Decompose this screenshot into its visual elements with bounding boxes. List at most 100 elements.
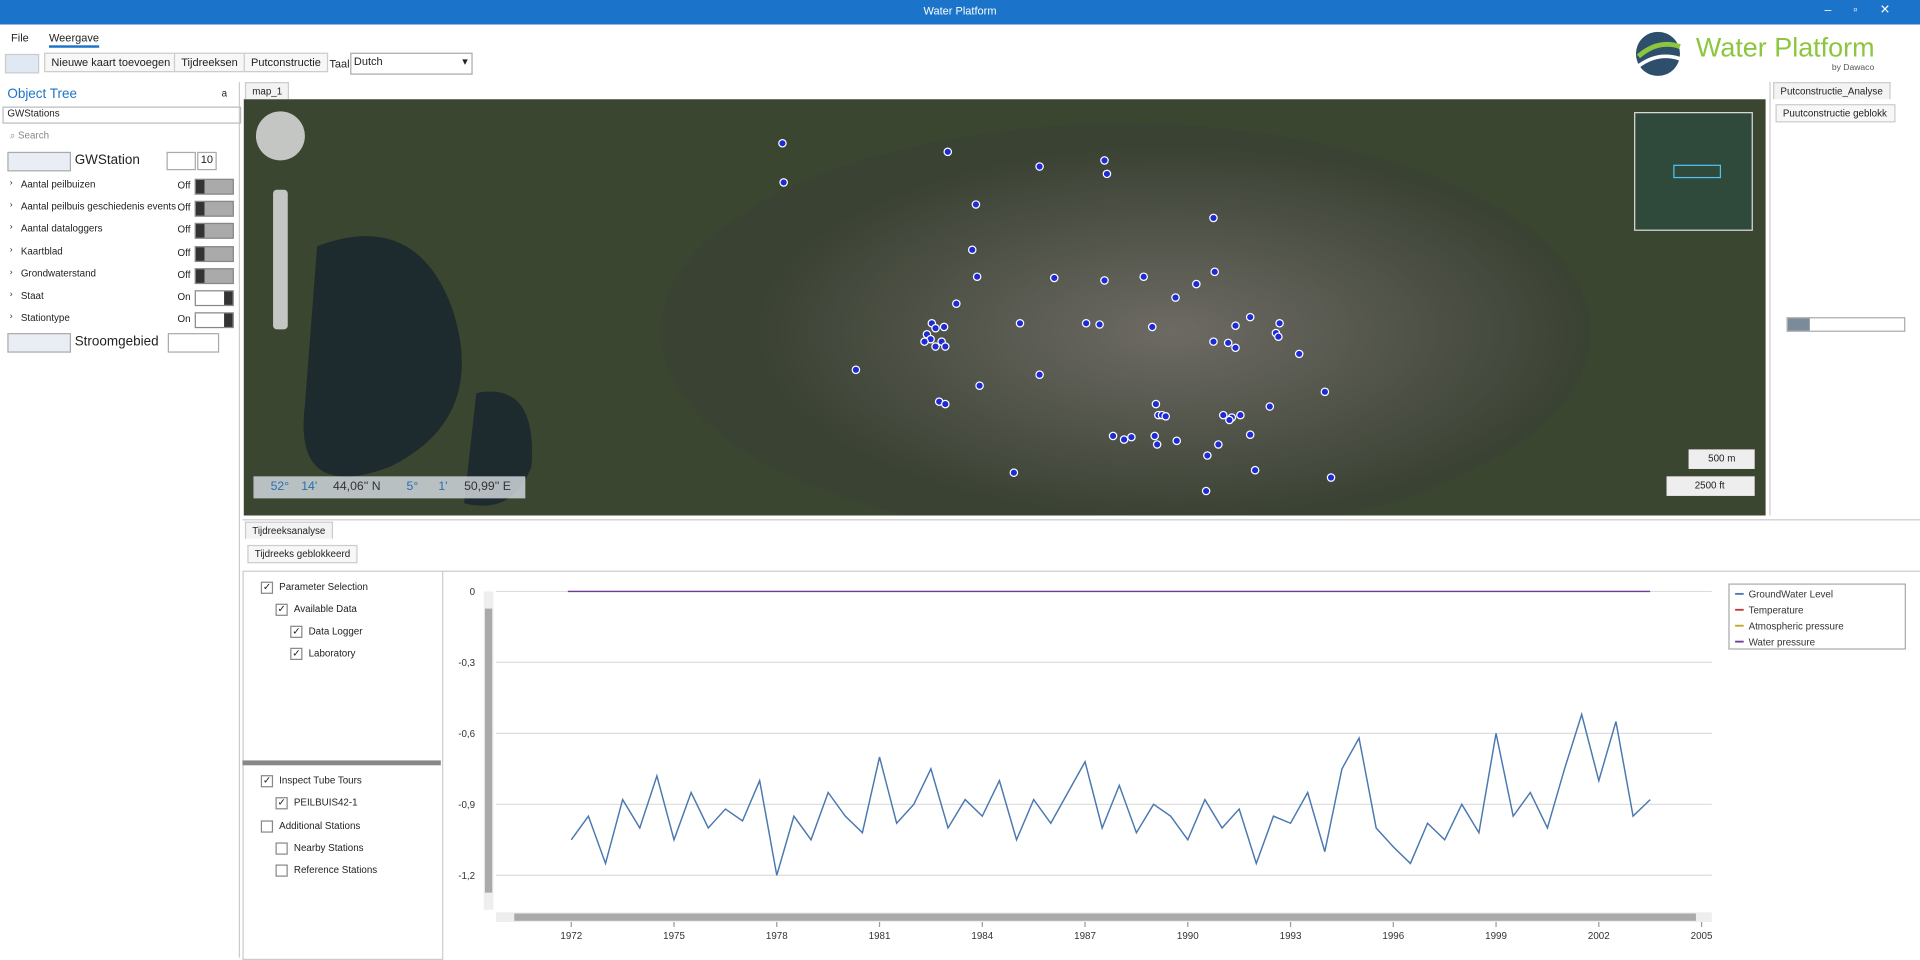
station-marker[interactable] — [1236, 410, 1245, 420]
search-box[interactable]: ⌕ Search — [9, 129, 50, 141]
toolbar-button[interactable]: Tijdreeksen — [173, 52, 246, 73]
tree-checkbox[interactable] — [275, 864, 288, 877]
station-marker[interactable] — [1050, 273, 1059, 283]
tree-checkbox[interactable]: ✓ — [275, 603, 288, 616]
station-marker[interactable] — [1210, 267, 1219, 277]
station-marker[interactable] — [1100, 276, 1109, 285]
station-marker[interactable] — [1015, 318, 1025, 328]
station-marker[interactable] — [1081, 318, 1091, 328]
language-select[interactable]: Dutch ▾ — [350, 52, 473, 75]
station-marker[interactable] — [1161, 412, 1171, 421]
tree-checkbox[interactable]: ✓ — [290, 647, 303, 661]
map-view[interactable] — [243, 99, 1766, 516]
station-marker[interactable] — [1274, 332, 1283, 342]
station-marker[interactable] — [1009, 468, 1019, 477]
zoom-control[interactable] — [273, 189, 288, 330]
splitter[interactable] — [242, 760, 441, 766]
menu-item[interactable]: File — [11, 31, 29, 45]
station-marker[interactable] — [778, 138, 787, 148]
station-marker[interactable] — [939, 322, 949, 332]
tree-checkbox[interactable]: ✓ — [260, 775, 274, 788]
overview-map[interactable] — [1634, 112, 1753, 231]
side-tab[interactable]: Putconstructie_Analyse — [1773, 82, 1891, 100]
pin-button[interactable]: a — [221, 88, 228, 100]
toggle[interactable] — [194, 245, 234, 262]
toolbar-button[interactable]: Nieuwe kaart toevoegen — [44, 52, 178, 73]
expander[interactable]: › — [9, 290, 13, 299]
toolbar-button[interactable]: Putconstructie — [243, 52, 329, 73]
station-marker[interactable] — [943, 147, 953, 157]
station-marker[interactable] — [1326, 473, 1336, 482]
station-marker[interactable] — [1171, 293, 1180, 302]
toggle[interactable] — [194, 223, 234, 240]
station-marker[interactable] — [1119, 435, 1129, 444]
tree-checkbox[interactable]: ✓ — [290, 625, 303, 638]
map-tab[interactable]: map_1 — [244, 82, 290, 100]
analysis-button[interactable]: Tijdreeks geblokkeerd — [247, 544, 358, 564]
station-marker[interactable] — [1201, 486, 1211, 496]
globe-button[interactable] — [4, 53, 40, 74]
color-picker[interactable] — [166, 151, 196, 171]
station-marker[interactable] — [1275, 318, 1284, 328]
station-marker[interactable] — [952, 299, 961, 308]
station-marker[interactable] — [971, 200, 981, 209]
station-marker[interactable] — [1127, 432, 1136, 442]
tree-checkbox[interactable]: ✓ — [275, 797, 288, 810]
station-marker[interactable] — [1320, 387, 1330, 397]
station-marker[interactable] — [1209, 337, 1218, 346]
tree-checkbox[interactable] — [275, 842, 288, 855]
count-box[interactable]: 10 — [197, 151, 217, 171]
tree-checkbox[interactable] — [260, 820, 274, 833]
station-marker[interactable] — [1223, 338, 1233, 348]
station-marker[interactable] — [1294, 349, 1304, 359]
toggle[interactable] — [194, 178, 234, 195]
station-marker[interactable] — [931, 323, 940, 333]
toggle[interactable] — [194, 290, 234, 307]
station-marker[interactable] — [1139, 272, 1148, 282]
station-marker[interactable] — [1035, 162, 1044, 171]
pan-control[interactable] — [255, 111, 305, 161]
station-marker[interactable] — [1102, 169, 1112, 179]
station-marker[interactable] — [1225, 415, 1234, 425]
color-picker[interactable] — [167, 333, 220, 353]
side-button[interactable]: Puutconstructie geblokk — [1775, 104, 1896, 123]
expander[interactable]: › — [9, 245, 13, 255]
expander[interactable]: › — [9, 178, 13, 188]
station-marker[interactable] — [1100, 156, 1109, 165]
station-marker[interactable] — [975, 381, 984, 391]
station-marker[interactable] — [941, 342, 950, 351]
station-marker[interactable] — [1245, 312, 1255, 322]
station-marker[interactable] — [1203, 451, 1212, 460]
station-marker[interactable] — [1209, 213, 1218, 223]
station-marker[interactable] — [920, 337, 929, 346]
toggle[interactable] — [194, 312, 234, 329]
station-marker[interactable] — [851, 365, 861, 375]
station-marker[interactable] — [931, 342, 940, 351]
analysis-tab[interactable]: Tijdreeksanalyse — [244, 521, 333, 539]
station-marker[interactable] — [1231, 343, 1240, 353]
station-marker[interactable] — [779, 178, 788, 187]
station-marker[interactable] — [1214, 440, 1223, 449]
station-marker[interactable] — [1192, 279, 1201, 289]
station-marker[interactable] — [1152, 440, 1162, 449]
expander[interactable]: › — [9, 223, 13, 232]
station-marker[interactable] — [1218, 410, 1228, 420]
station-marker[interactable] — [1250, 465, 1260, 475]
tree-checkbox[interactable]: ✓ — [260, 581, 274, 594]
station-marker[interactable] — [1147, 322, 1157, 332]
station-marker[interactable] — [1151, 399, 1161, 409]
station-marker[interactable] — [1231, 321, 1240, 331]
station-marker[interactable] — [1108, 431, 1118, 441]
station-marker[interactable] — [1095, 320, 1104, 329]
station-marker[interactable] — [1035, 370, 1044, 379]
toggle[interactable] — [194, 267, 234, 284]
layer-icons[interactable] — [7, 151, 72, 172]
station-marker[interactable] — [941, 399, 950, 409]
station-marker[interactable] — [1265, 402, 1275, 411]
toggle[interactable] — [194, 201, 234, 217]
station-marker[interactable] — [967, 245, 977, 255]
station-marker[interactable] — [1245, 430, 1255, 439]
window-controls[interactable]: –▫✕ — [1824, 3, 1913, 18]
station-marker[interactable] — [1150, 431, 1159, 441]
station-marker[interactable] — [972, 272, 982, 282]
